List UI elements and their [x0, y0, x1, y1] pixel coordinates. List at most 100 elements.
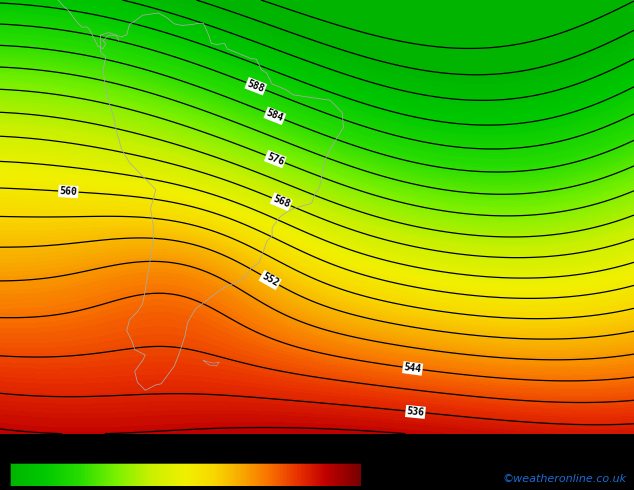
- Point: [523, 77, 533, 85]
- Point: [523, 77, 533, 85]
- Point: [523, 77, 533, 85]
- Point: [523, 77, 533, 85]
- Point: [523, 77, 533, 85]
- Point: [523, 77, 533, 85]
- Point: [523, 77, 533, 85]
- Point: [523, 77, 533, 85]
- Point: [523, 77, 533, 85]
- Point: [523, 77, 533, 85]
- Point: [523, 77, 533, 85]
- Point: [523, 77, 533, 85]
- Point: [523, 77, 533, 85]
- Point: [523, 77, 533, 85]
- Text: 536: 536: [406, 406, 425, 418]
- Point: [523, 77, 533, 85]
- Point: [523, 77, 533, 85]
- Text: 560: 560: [59, 186, 77, 197]
- Point: [523, 77, 533, 85]
- Point: [523, 77, 533, 85]
- Text: 544: 544: [403, 362, 422, 374]
- Point: [523, 77, 533, 85]
- Point: [523, 77, 533, 85]
- Text: 576: 576: [265, 151, 285, 167]
- Point: [523, 77, 533, 85]
- Point: [523, 77, 533, 85]
- Point: [523, 77, 533, 85]
- Point: [523, 77, 533, 85]
- Point: [523, 77, 533, 85]
- Text: 552: 552: [260, 271, 280, 289]
- Point: [523, 77, 533, 85]
- Point: [523, 77, 533, 85]
- Point: [523, 77, 533, 85]
- Point: [523, 77, 533, 85]
- Point: [523, 77, 533, 85]
- Point: [523, 77, 533, 85]
- Point: [523, 77, 533, 85]
- Point: [523, 77, 533, 85]
- Point: [523, 77, 533, 85]
- Point: [523, 77, 533, 85]
- Point: [523, 77, 533, 85]
- Point: [523, 77, 533, 85]
- Point: [523, 77, 533, 85]
- Point: [523, 77, 533, 85]
- Point: [523, 77, 533, 85]
- Point: [523, 77, 533, 85]
- Point: [523, 77, 533, 85]
- Point: [523, 77, 533, 85]
- Point: [523, 77, 533, 85]
- Point: [523, 77, 533, 85]
- Point: [523, 77, 533, 85]
- Point: [523, 77, 533, 85]
- Point: [523, 77, 533, 85]
- Point: [523, 77, 533, 85]
- Point: [523, 77, 533, 85]
- Point: [523, 77, 533, 85]
- Point: [523, 77, 533, 85]
- Point: [523, 77, 533, 85]
- Point: [523, 77, 533, 85]
- Point: [523, 77, 533, 85]
- Point: [523, 77, 533, 85]
- Point: [523, 77, 533, 85]
- Point: [523, 77, 533, 85]
- Point: [523, 77, 533, 85]
- Point: [523, 77, 533, 85]
- Point: [523, 77, 533, 85]
- Point: [523, 77, 533, 85]
- Point: [523, 77, 533, 85]
- Point: [523, 77, 533, 85]
- Point: [523, 77, 533, 85]
- Point: [523, 77, 533, 85]
- Point: [523, 77, 533, 85]
- Point: [523, 77, 533, 85]
- Point: [523, 77, 533, 85]
- Point: [523, 77, 533, 85]
- Text: 588: 588: [246, 78, 266, 94]
- Point: [523, 77, 533, 85]
- Point: [523, 77, 533, 85]
- Point: [523, 77, 533, 85]
- Point: [523, 77, 533, 85]
- Text: Height 500 hPa Spread mean+σ [gpdm]  ECMWF    Fr 14-06-2024 06:00 UTC (12+162): Height 500 hPa Spread mean+σ [gpdm] ECMW…: [3, 439, 491, 449]
- Point: [523, 77, 533, 85]
- Point: [523, 77, 533, 85]
- Point: [523, 77, 533, 85]
- Point: [523, 77, 533, 85]
- Point: [523, 77, 533, 85]
- Point: [523, 77, 533, 85]
- Point: [523, 77, 533, 85]
- Point: [523, 77, 533, 85]
- Point: [523, 77, 533, 85]
- Point: [523, 77, 533, 85]
- Point: [523, 77, 533, 85]
- Point: [523, 77, 533, 85]
- Point: [523, 77, 533, 85]
- Point: [523, 77, 533, 85]
- Point: [523, 77, 533, 85]
- Point: [523, 77, 533, 85]
- Point: [523, 77, 533, 85]
- Point: [523, 77, 533, 85]
- Point: [523, 77, 533, 85]
